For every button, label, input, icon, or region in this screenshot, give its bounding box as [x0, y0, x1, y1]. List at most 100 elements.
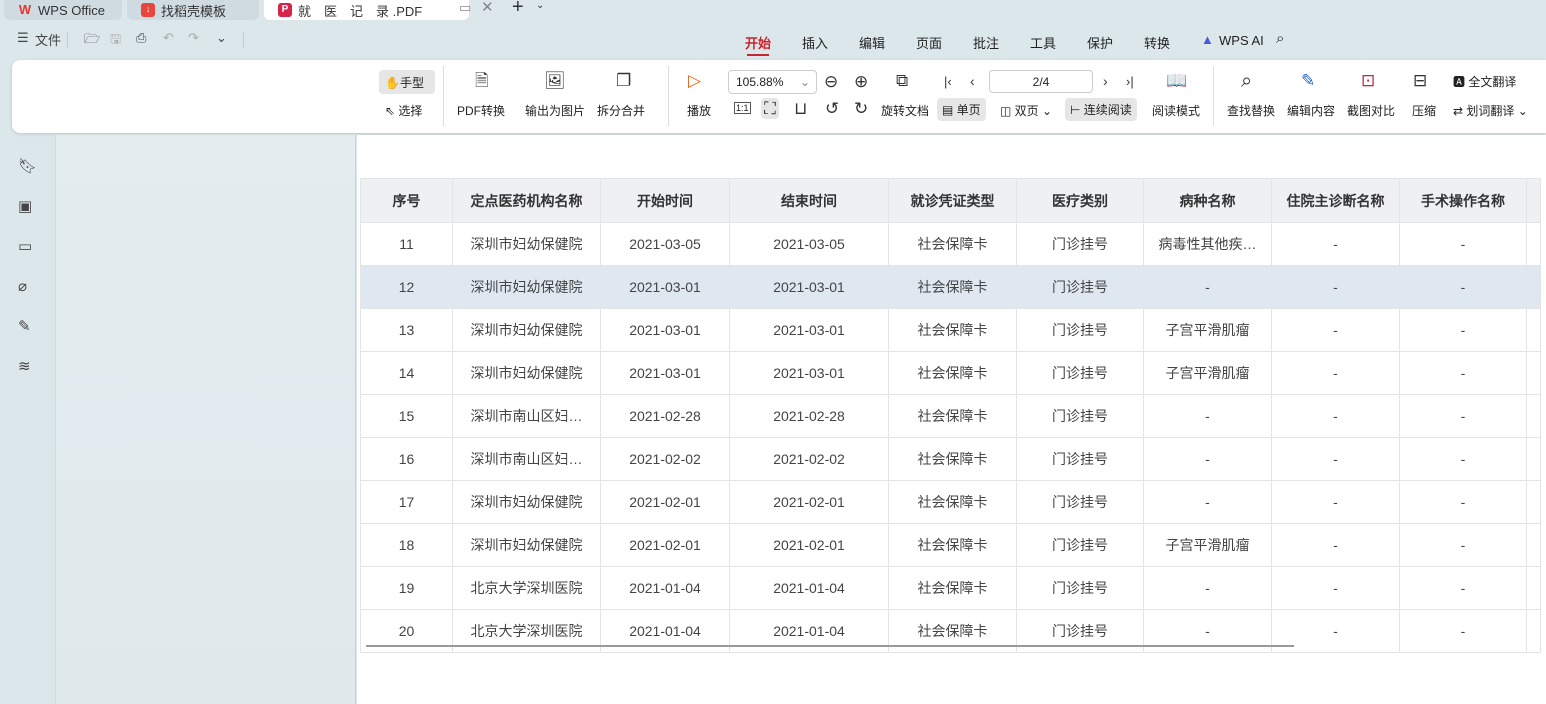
column-header: 定点医药机构名称: [452, 178, 601, 223]
medical-records-table: 序号 定点医药机构名称 开始时间 结束时间 就诊凭证类型 医疗类别 病种名称 住院主诊断名称手…: [360, 178, 1541, 653]
word-translate-label: 划词翻译: [1466, 104, 1515, 118]
zoom-out-icon[interactable]: ⊖: [824, 72, 839, 91]
table-row[interactable]: 15 深圳市南山区妇… 2021-02-28 2021-02-28 社会保障卡 门诊挂号 -…: [360, 394, 1541, 438]
table-cell: 门诊挂号: [1016, 222, 1144, 266]
table-row[interactable]: 13 深圳市妇幼保健院 2021-03-01 2021-03-01 社会保障卡 门诊挂号子…: [360, 308, 1541, 352]
menu-tab-tools[interactable]: 工具: [1030, 36, 1057, 51]
table-cell: 15: [360, 394, 453, 438]
bookmark-icon[interactable]: 🔖︎: [18, 158, 38, 175]
continuous-label: 连续阅读: [1083, 103, 1132, 117]
hand-label: 手型: [399, 76, 424, 90]
tab-menu-chevron-icon[interactable]: ⌄: [536, 0, 545, 11]
tab-docer[interactable]: ↓ 找稻壳模板: [127, 0, 259, 20]
more-chevron-icon[interactable]: ⌄: [216, 30, 227, 45]
find-replace-button[interactable]: 查找替换: [1227, 104, 1276, 118]
table-cell: 社会保障卡: [888, 523, 1017, 567]
table-cell: 深圳市南山区妇…: [452, 394, 601, 438]
pdf-convert-button[interactable]: PDF转换: [457, 104, 506, 118]
table-row[interactable]: 17 深圳市妇幼保健院 2021-02-01 2021-02-01 社会保障卡 门诊挂号 -…: [360, 480, 1541, 524]
table-cell: 2021-03-01: [600, 351, 730, 395]
first-page-icon[interactable]: |‹: [944, 74, 952, 89]
screenshot-compare-button[interactable]: 截图对比: [1347, 104, 1396, 118]
menu-tab-start[interactable]: 开始: [745, 33, 771, 56]
redo-icon[interactable]: ↷: [188, 30, 199, 45]
previous-page-icon[interactable]: ‹: [970, 73, 975, 89]
tab-wps-office[interactable]: W WPS Office: [4, 0, 122, 20]
tab-pdf-document[interactable]: P 就 医 记 录 .PDF: [264, 0, 469, 20]
file-menu[interactable]: 文件: [35, 33, 62, 48]
edit-content-button[interactable]: 编辑内容: [1287, 104, 1336, 118]
word-translate-button[interactable]: ⇄ 划词翻译 ⌄: [1453, 104, 1528, 118]
search-icon[interactable]: ⌕: [1276, 30, 1285, 47]
single-page-button[interactable]: ▤ 单页: [937, 98, 986, 121]
table-cell-extra: [1526, 609, 1541, 653]
continuous-read-button[interactable]: ⊢ 连续阅读: [1065, 98, 1137, 121]
pdf-convert-icon: 🗎: [475, 71, 489, 90]
close-tab-icon[interactable]: ✕: [481, 0, 494, 16]
save-icon[interactable]: 🖫: [110, 31, 122, 46]
print-icon[interactable]: ⎙: [136, 30, 147, 45]
menu-tab-convert[interactable]: 转换: [1144, 36, 1171, 51]
screenshot-compare-icon: ⊡: [1361, 71, 1376, 90]
table-cell-extra: [1526, 351, 1541, 395]
menu-tab-annotate[interactable]: 批注: [973, 36, 1000, 51]
compress-button[interactable]: 压缩: [1412, 104, 1437, 118]
select-tool-button[interactable]: ⇖ 选择: [385, 102, 422, 119]
table-cell: 2021-02-28: [600, 394, 730, 438]
table-cell: -: [1399, 566, 1527, 610]
signature-icon[interactable]: ✎: [18, 318, 31, 335]
table-cell-extra: [1526, 222, 1541, 266]
export-image-button[interactable]: 输出为图片: [525, 104, 586, 118]
table-cell: 2021-01-04: [729, 566, 889, 610]
undo-icon[interactable]: ↶: [163, 30, 174, 45]
table-cell: 2021-02-02: [600, 437, 730, 481]
table-row[interactable]: 19 北京大学深圳医院 2021-01-04 2021-01-04 社会保障卡 门诊挂号 -…: [360, 566, 1541, 610]
table-cell: 深圳市妇幼保健院: [452, 222, 601, 266]
menu-tab-protect[interactable]: 保护: [1087, 36, 1114, 51]
new-tab-icon[interactable]: +: [512, 0, 524, 18]
open-folder-icon[interactable]: 🗁: [84, 31, 101, 46]
thumbnail-icon[interactable]: ▣: [18, 198, 33, 215]
zoom-select[interactable]: 105.88% ⌄: [728, 70, 817, 94]
last-page-icon[interactable]: ›|: [1126, 74, 1134, 89]
table-row[interactable]: 14 深圳市妇幼保健院 2021-03-01 2021-03-01 社会保障卡 门诊挂号子…: [360, 351, 1541, 395]
double-page-button[interactable]: ◫ 双页 ⌄: [1000, 104, 1053, 118]
table-cell: 社会保障卡: [888, 308, 1017, 352]
rotate-document-button[interactable]: 旋转文档: [881, 104, 930, 118]
table-row[interactable]: 12 深圳市妇幼保健院 2021-03-01 2021-03-01 社会保障卡 门诊挂号 -…: [360, 265, 1541, 309]
fit-width-icon[interactable]: ⊔: [794, 99, 808, 118]
actual-size-button[interactable]: 1:1: [734, 102, 751, 114]
table-cell: -: [1271, 523, 1400, 567]
menu-tab-wps-ai[interactable]: WPS AI: [1219, 33, 1264, 48]
read-mode-button[interactable]: 阅读模式: [1152, 104, 1201, 118]
zoom-in-icon[interactable]: ⊕: [854, 72, 869, 91]
menu-tab-edit[interactable]: 编辑: [859, 36, 886, 51]
hand-tool-button[interactable]: ✋手型: [379, 70, 435, 94]
menu-tab-page[interactable]: 页面: [916, 36, 943, 51]
split-merge-button[interactable]: 拆分合并: [597, 104, 646, 118]
table-cell: 2021-02-01: [600, 480, 730, 524]
table-cell: -: [1399, 308, 1527, 352]
full-translate-button[interactable]: 🅰 全文翻译: [1453, 73, 1516, 90]
table-cell: 社会保障卡: [888, 265, 1017, 309]
next-page-icon[interactable]: ›: [1103, 73, 1108, 89]
table-row[interactable]: 11 深圳市妇幼保健院 2021-03-05 2021-03-05 社会保障卡 门诊挂号病…: [360, 222, 1541, 266]
fit-page-icon[interactable]: ⛶: [761, 98, 779, 119]
table-cell: 门诊挂号: [1016, 523, 1144, 567]
play-button[interactable]: 播放: [687, 104, 712, 118]
table-cell: -: [1143, 265, 1272, 309]
table-cell: 子宫平滑肌瘤: [1143, 351, 1272, 395]
layers-icon[interactable]: ≋: [18, 358, 31, 375]
table-row[interactable]: 16 深圳市南山区妇… 2021-02-02 2021-02-02 社会保障卡 门诊挂号 -…: [360, 437, 1541, 481]
table-cell: 深圳市妇幼保健院: [452, 265, 601, 309]
full-translate-label: 全文翻译: [1468, 75, 1517, 89]
page-number-input[interactable]: 2/4: [989, 70, 1093, 93]
attachment-icon[interactable]: ⌀: [18, 278, 28, 295]
comment-icon[interactable]: ▭: [18, 238, 33, 255]
window-icon[interactable]: ▭: [459, 0, 472, 15]
rotate-right-icon[interactable]: ↻: [854, 99, 869, 118]
table-row[interactable]: 18 深圳市妇幼保健院 2021-02-01 2021-02-01 社会保障卡 门诊挂号子…: [360, 523, 1541, 567]
menu-tab-insert[interactable]: 插入: [802, 36, 829, 51]
menu-icon[interactable]: ☰: [17, 30, 29, 45]
rotate-left-icon[interactable]: ↺: [825, 99, 840, 118]
